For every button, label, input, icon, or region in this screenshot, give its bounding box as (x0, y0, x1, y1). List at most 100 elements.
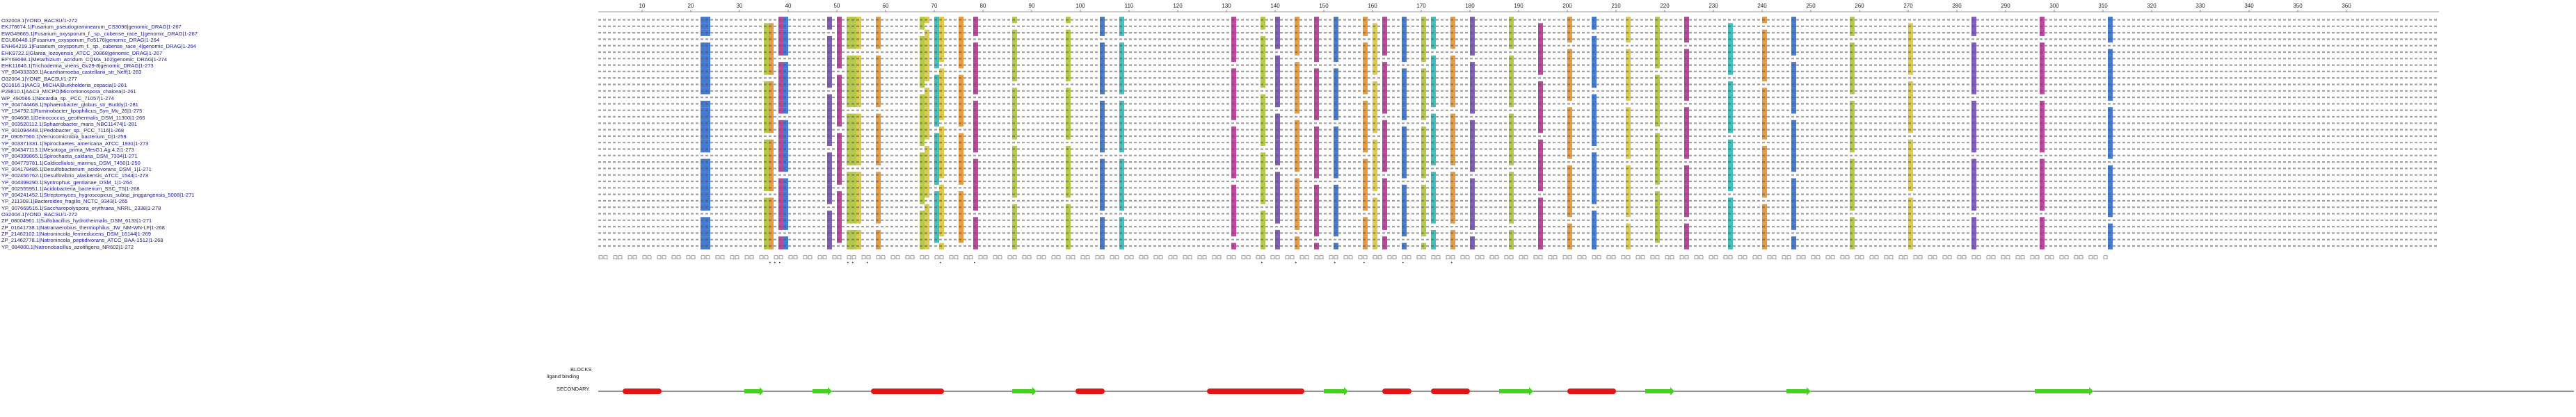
block-marker (905, 255, 910, 260)
block-marker (1241, 255, 1246, 260)
annotation-tracks: • • • • • • • • • • • • • • (598, 255, 2574, 395)
ligand-site-marker: • (1402, 261, 1405, 265)
block-marker (1392, 255, 1397, 260)
block-marker (1859, 255, 1864, 260)
block-marker (1767, 255, 1772, 260)
block-marker (676, 255, 681, 260)
block-marker (627, 255, 632, 260)
block-marker (1450, 255, 1455, 260)
ruler-tick-label: 200 (1562, 3, 1572, 9)
block-marker (1889, 255, 1894, 260)
block-marker (808, 255, 813, 260)
block-marker (1494, 255, 1499, 260)
block-marker (983, 255, 988, 260)
block-marker (764, 255, 769, 260)
blocks-track-label: BLOCKS (570, 366, 592, 373)
sequence-name: YP_004744468.1|Sphaerobacter_globus_str_… (1, 101, 138, 108)
block-marker (866, 255, 871, 260)
block-marker (686, 255, 691, 260)
block-marker (1217, 255, 1222, 260)
block-marker (1202, 255, 1207, 260)
block-marker (998, 255, 1002, 260)
alignment-columns (598, 17, 2439, 250)
ruler-tick-label: 290 (2001, 3, 2010, 9)
block-marker (1523, 255, 1528, 260)
strand-element (1012, 387, 1037, 395)
block-marker (939, 255, 944, 260)
block-marker (1071, 255, 1075, 260)
position-ruler: 10 20 30 40 50 60 70 80 90 100 110 120 130 140 150 160 1… (598, 3, 2439, 13)
block-marker (851, 255, 856, 260)
block-marker (1187, 255, 1192, 260)
block-marker (1884, 255, 1889, 260)
strand-element (1645, 387, 1674, 395)
block-marker (1913, 255, 1918, 260)
block-marker (1723, 255, 1728, 260)
block-marker (1713, 255, 1718, 260)
ruler-tick-label: 210 (1611, 3, 1621, 9)
block-marker (613, 255, 618, 260)
block-marker (1947, 255, 1952, 260)
sequence-name: EHK11646.1|Trichoderma_virens_Gv29-8|gen… (1, 63, 154, 70)
ruler-tick-label: 10 (639, 3, 646, 9)
ligand-site-marker: • (973, 261, 976, 265)
sequence-name: WP_490566.1|Nocardia_sp._PCC_71057|1-274 (1, 95, 114, 101)
sequence-name: YP_004241452.1|Streptomyces_hygroscopicu… (1, 192, 195, 199)
block-marker (1173, 255, 1178, 260)
block-marker (2079, 255, 2083, 260)
sequence-name: YP_007669516.1|Saccharopolyspora_erythra… (1, 204, 161, 211)
block-marker (1114, 255, 1119, 260)
block-marker (1051, 255, 1056, 260)
block-marker (1757, 255, 1762, 260)
sequence-name: YP_003520112.1|Sphaerobacter_maris_NBC11… (1, 120, 137, 127)
block-marker (744, 255, 749, 260)
block-marker (662, 255, 666, 260)
block-marker (1928, 255, 1933, 260)
block-marker (837, 255, 842, 260)
block-marker (876, 255, 881, 260)
block-marker (1270, 255, 1275, 260)
block-marker (1066, 255, 1071, 260)
block-marker (978, 255, 983, 260)
block-marker (2015, 255, 2020, 260)
sequence-name: ZP_08004961.1|Sulfobacillus_hydrothermal… (1, 218, 152, 224)
block-marker (1358, 255, 1363, 260)
block-marker (1986, 255, 1991, 260)
strand-element (1324, 387, 1348, 395)
ruler-tick-label: 270 (1903, 3, 1913, 9)
ruler-tick-label: 130 (1222, 3, 1231, 9)
ruler-tick-label: 70 (931, 3, 938, 9)
block-marker (793, 255, 798, 260)
block-marker (1319, 255, 1324, 260)
block-marker (1611, 255, 1616, 260)
block-marker (1942, 255, 1947, 260)
block-marker (1869, 255, 1874, 260)
ruler-tick-label: 350 (2293, 3, 2303, 9)
block-marker (920, 255, 925, 260)
block-marker (1991, 255, 1996, 260)
sequence-name: ENH64219.1|Fusarium_oxysporum_f._sp._cub… (1, 43, 196, 50)
block-marker (2059, 255, 2064, 260)
ligand-site-marker: • (1363, 261, 1366, 265)
block-marker (2088, 255, 2093, 260)
block-marker (1446, 255, 1450, 260)
block-marker (1314, 255, 1319, 260)
block-marker (1261, 255, 1265, 260)
block-marker (1436, 255, 1441, 260)
block-marker (1080, 255, 1085, 260)
block-marker (1738, 255, 1743, 260)
block-marker (1655, 255, 1660, 260)
block-marker (890, 255, 895, 260)
block-marker (657, 255, 662, 260)
sequence-name: ZP_21462778.1|Natronincola_peptidivorans… (1, 237, 163, 244)
block-marker (1363, 255, 1368, 260)
ruler-tick-label: 240 (1757, 3, 1767, 9)
block-marker (1504, 255, 1509, 260)
block-marker (1962, 255, 1967, 260)
block-marker (1489, 255, 1494, 260)
block-marker (925, 255, 929, 260)
ruler-tick-label: 50 (834, 3, 840, 9)
ruler-tick-label: 300 (2049, 3, 2059, 9)
block-marker (1709, 255, 1713, 260)
ruler-tick-label: 170 (1416, 3, 1426, 9)
